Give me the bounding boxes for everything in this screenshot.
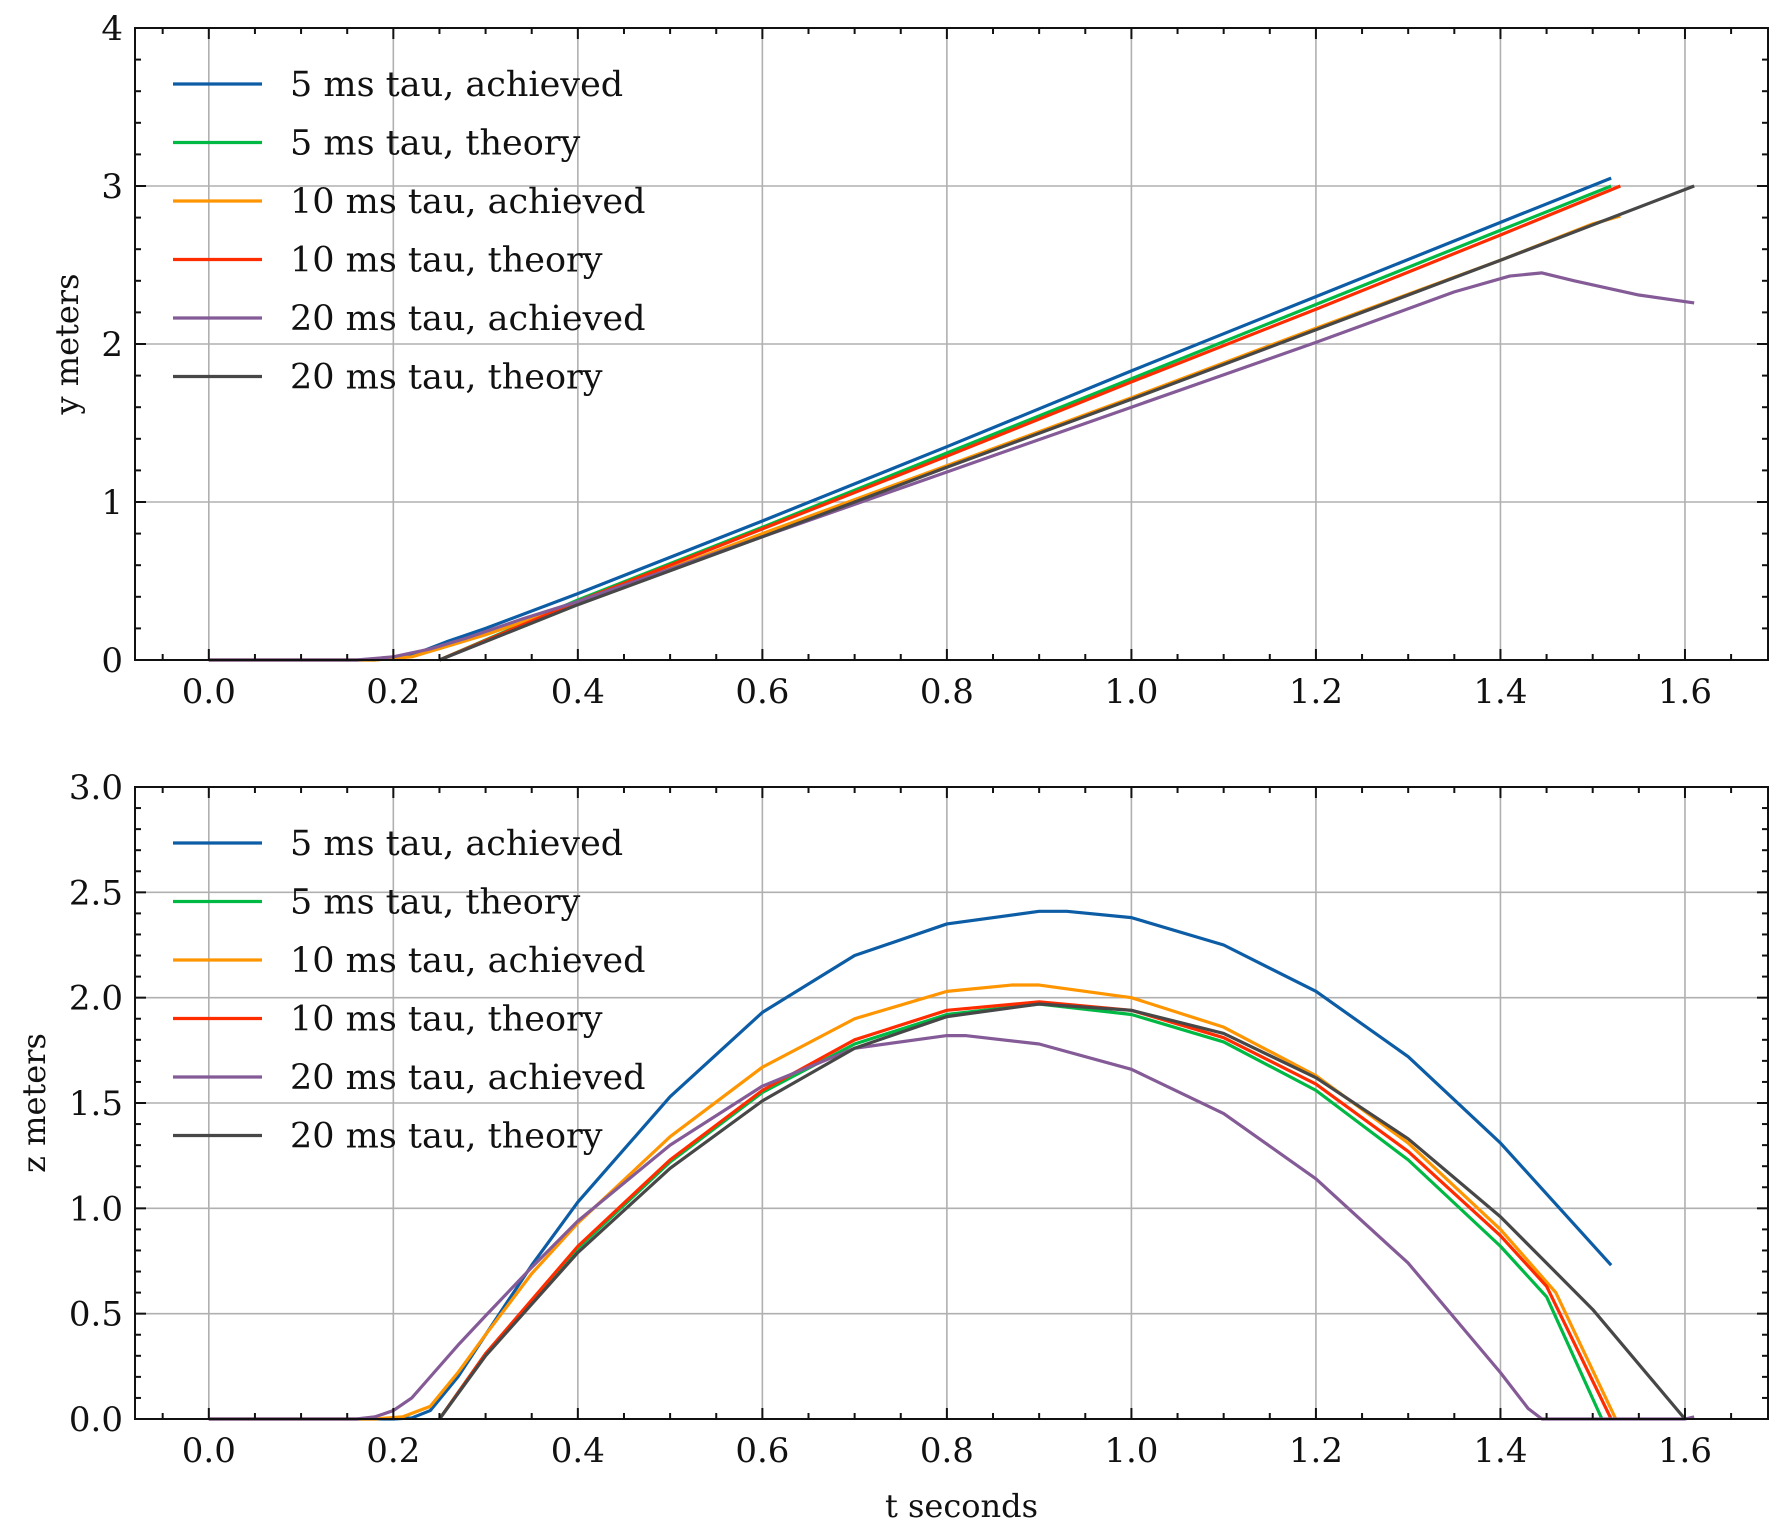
bottom-legend-label: 10 ms tau, theory	[290, 1000, 603, 1040]
bottom-ytick-label: 0.5	[69, 1295, 123, 1335]
top-legend-label: 10 ms tau, theory	[290, 241, 603, 281]
top-panel-y-vs-t: 0.0 0.2 0.4 0.6 0.8 1.0 1.2 1.4 1.6 0 1 2 3 4 y meters…	[48, 9, 1769, 712]
bottom-legend-label: 20 ms tau, achieved	[290, 1058, 645, 1098]
bottom-ytick-label: 0.0	[69, 1400, 123, 1440]
bottom-legend-label: 10 ms tau, achieved	[290, 941, 645, 981]
top-xtick-label: 0.6	[735, 672, 789, 712]
top-xtick-label: 0.4	[551, 672, 605, 712]
top-series-line-5	[438, 184, 1695, 662]
bottom-legend: 5 ms tau, achieved 5 ms tau, theory 10 ms …	[173, 824, 645, 1157]
top-xtick-label: 0.2	[366, 672, 420, 712]
bottom-xlabel: t seconds	[885, 1487, 1038, 1525]
top-xtick-label: 0.8	[920, 672, 974, 712]
bottom-panel-z-vs-t: 0.0 0.2 0.4 0.6 0.8 1.0 1.2 1.4 1.6 0.0 0.5 1.0 1.5 2…	[15, 768, 1769, 1525]
top-ytick-label: 3	[101, 167, 123, 207]
bottom-xtick-label: 0.4	[551, 1431, 605, 1471]
bottom-xtick-label: 1.4	[1473, 1431, 1527, 1471]
top-xtick-label: 1.6	[1658, 672, 1712, 712]
bottom-ytick-label: 1.5	[69, 1084, 123, 1124]
bottom-series-line-3	[438, 1000, 1613, 1420]
top-legend-label: 5 ms tau, achieved	[290, 65, 623, 105]
bottom-xtick-label: 0.0	[182, 1431, 236, 1471]
bottom-series-line-2	[208, 983, 1618, 1421]
top-ytick-label: 2	[101, 325, 123, 365]
bottom-xtick-label: 0.8	[920, 1431, 974, 1471]
top-ytick-label: 1	[101, 483, 123, 523]
bottom-xtick-label: 1.6	[1658, 1431, 1712, 1471]
top-legend-label: 10 ms tau, achieved	[290, 182, 645, 222]
top-xtick-label: 1.2	[1289, 672, 1343, 712]
top-legend: 5 ms tau, achieved 5 ms tau, theory 10 ms …	[173, 65, 645, 398]
top-series-line-4	[208, 271, 1695, 662]
top-ylabel: y meters	[48, 273, 86, 415]
bottom-series-line-5	[438, 1002, 1687, 1421]
top-xtick-label: 1.4	[1473, 672, 1527, 712]
top-legend-label: 20 ms tau, theory	[290, 358, 603, 398]
bottom-ytick-label: 2.5	[69, 873, 123, 913]
bottom-ylabel: z meters	[15, 1033, 53, 1173]
bottom-legend-label: 5 ms tau, achieved	[290, 824, 623, 864]
bottom-ytick-label: 1.0	[69, 1189, 123, 1229]
top-ytick-label: 0	[101, 641, 123, 681]
top-legend-label: 20 ms tau, achieved	[290, 299, 645, 339]
bottom-series-line-0	[208, 909, 1613, 1421]
bottom-ytick-label: 2.0	[69, 979, 123, 1019]
bottom-xtick-label: 0.2	[366, 1431, 420, 1471]
bottom-xtick-label: 0.6	[735, 1431, 789, 1471]
top-legend-label: 5 ms tau, theory	[290, 124, 581, 164]
bottom-legend-label: 5 ms tau, theory	[290, 883, 581, 923]
top-ytick-label: 4	[101, 9, 123, 49]
top-xtick-label: 1.0	[1104, 672, 1158, 712]
bottom-ytick-label: 3.0	[69, 768, 123, 808]
bottom-legend-label: 20 ms tau, theory	[290, 1117, 603, 1157]
bottom-xtick-label: 1.0	[1104, 1431, 1158, 1471]
top-xtick-label: 0.0	[182, 672, 236, 712]
bottom-xtick-label: 1.2	[1289, 1431, 1343, 1471]
top-series-line-2	[208, 214, 1621, 662]
